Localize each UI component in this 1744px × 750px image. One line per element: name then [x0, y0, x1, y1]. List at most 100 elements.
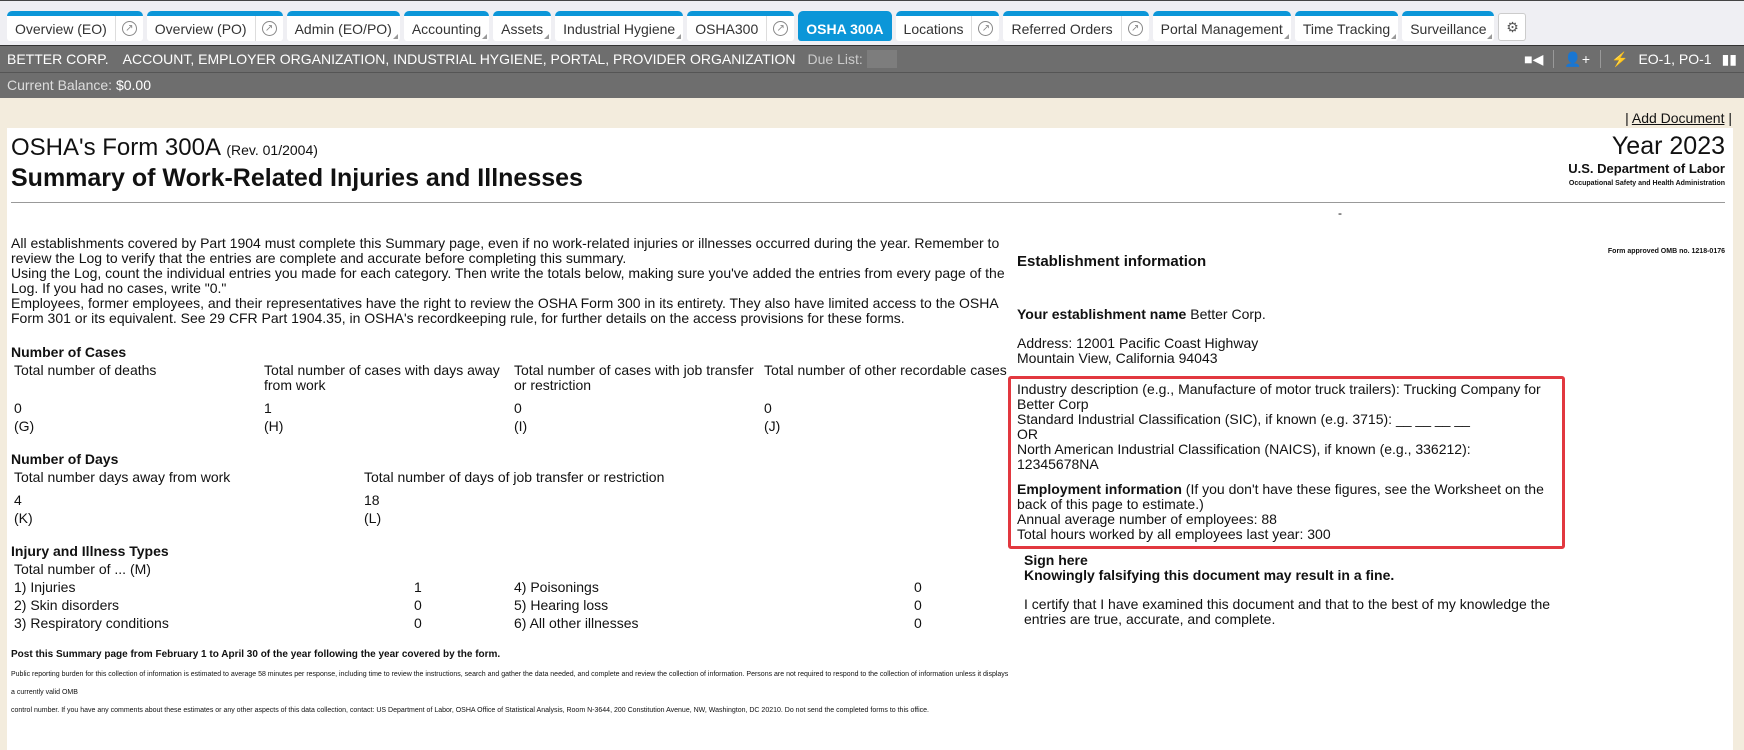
intro-text: Employees, former employees, and their r… — [11, 295, 998, 326]
open-external-icon[interactable]: ↗ — [114, 16, 143, 41]
highlighted-industry-employment-box: Industry description (e.g., Manufacture … — [1008, 376, 1565, 549]
account-bar: BETTER CORP. ACCOUNT, EMPLOYER ORGANIZAT… — [0, 45, 1744, 72]
address-line-1: Address: 12001 Pacific Coast Highway — [1017, 335, 1259, 351]
tab-label: Time Tracking — [1302, 20, 1391, 37]
tab-label: OSHA 300A — [806, 20, 884, 37]
tab-label: Referred Orders — [1011, 20, 1113, 37]
sign-warning: Knowingly falsifying this document may r… — [1024, 567, 1395, 583]
tab-assets[interactable]: Assets — [493, 11, 552, 41]
account-roles: ACCOUNT, EMPLOYER ORGANIZATION, INDUSTRI… — [122, 51, 796, 67]
summary-value: 0 — [514, 400, 522, 416]
add-document-link[interactable]: Add Document — [1631, 110, 1725, 126]
summary-code: (H) — [264, 418, 284, 434]
divider — [11, 202, 1725, 203]
tab-label: OSHA300 — [695, 20, 759, 37]
dropdown-indicator-icon — [544, 34, 550, 39]
tab-referred-orders[interactable]: Referred Orders ↗ — [1003, 11, 1149, 41]
establishment-name: Your establishment name Better Corp. — [1017, 306, 1266, 322]
omb-number: Form approved OMB no. 1218-0176 — [1607, 248, 1725, 255]
bar-chart-icon[interactable]: ▮▮ — [1721, 50, 1737, 67]
naics-code: North American Industrial Classification… — [1017, 441, 1471, 472]
address-line-2: Mountain View, California 94043 — [1017, 350, 1218, 366]
tab-locations[interactable]: Locations ↗ — [895, 11, 1000, 41]
tab-label: Portal Management — [1160, 20, 1283, 37]
add-user-icon[interactable]: 👤+ — [1564, 50, 1590, 67]
industry-description: Industry description (e.g., Manufacture … — [1017, 381, 1541, 412]
employment-info: Employment information (If you don't hav… — [1017, 481, 1544, 512]
due-list-label: Due List: — [807, 51, 863, 67]
open-external-icon[interactable]: ↗ — [254, 16, 283, 41]
company-name: BETTER CORP. — [7, 51, 109, 67]
dropdown-indicator-icon — [676, 34, 682, 39]
posting-notice: Post this Summary page from February 1 t… — [11, 649, 501, 660]
sic-code: Standard Industrial Classification (SIC)… — [1017, 411, 1470, 427]
summary-value: 1 — [264, 400, 272, 416]
summary-value: 0 — [14, 400, 22, 416]
tab-osha-300a[interactable]: OSHA 300A — [798, 11, 892, 41]
cases-title: Number of Cases — [11, 344, 127, 360]
sign-title: Sign here — [1024, 552, 1088, 568]
types-subtitle: Total number of ... (M) — [14, 561, 151, 577]
form-title: OSHA's Form 300A (Rev. 01/2004) — [11, 134, 318, 161]
summary-section: All establishments covered by Part 1904 … — [11, 236, 1011, 720]
summary-label: Total number of days of job transfer or … — [364, 469, 665, 485]
summary-label: Total number of cases with job transfer … — [514, 362, 754, 393]
type-label: 2) Skin disorders — [14, 597, 120, 613]
balance-label: Current Balance: — [7, 77, 113, 93]
agency: Occupational Safety and Health Administr… — [1568, 180, 1725, 187]
dash-mark: - — [1338, 206, 1342, 220]
tab-label: Locations — [903, 20, 964, 37]
dropdown-indicator-icon — [1487, 34, 1493, 39]
tab-label: Assets — [501, 20, 544, 37]
type-value: 0 — [414, 615, 422, 631]
tab-label: Admin (EO/PO) — [294, 20, 392, 37]
avg-employees: Annual average number of employees: 88 — [1017, 511, 1277, 527]
establishment-title: Establishment information — [1017, 253, 1207, 270]
dropdown-indicator-icon — [392, 34, 398, 39]
open-external-icon[interactable]: ↗ — [971, 16, 999, 41]
dropdown-indicator-icon — [1391, 34, 1397, 39]
tab-label: Overview (PO) — [154, 20, 247, 37]
summary-code: (L) — [364, 510, 382, 526]
tab-surveillance[interactable]: Surveillance — [1402, 11, 1495, 41]
total-hours: Total hours worked by all employees last… — [1017, 526, 1331, 542]
type-label: 5) Hearing loss — [514, 597, 609, 613]
tab-label: Surveillance — [1410, 20, 1487, 37]
tab-industrial-hygiene[interactable]: Industrial Hygiene — [555, 11, 684, 41]
type-label: 6) All other illnesses — [514, 615, 639, 631]
osha-form-page: OSHA's Form 300A (Rev. 01/2004) Summary … — [7, 128, 1733, 750]
dropdown-indicator-icon — [482, 34, 488, 39]
summary-label: Total number of deaths — [14, 362, 157, 378]
tab-label: Accounting — [411, 20, 482, 37]
form-subtitle: Summary of Work-Related Injuries and Ill… — [11, 164, 583, 192]
tab-portal-management[interactable]: Portal Management — [1152, 11, 1291, 41]
days-title: Number of Days — [11, 451, 119, 467]
tab-overview-po[interactable]: Overview (PO) ↗ — [146, 11, 283, 41]
tab-label: Industrial Hygiene — [563, 20, 676, 37]
tab-osha300[interactable]: OSHA300 ↗ — [687, 11, 795, 41]
balance-bar: Current Balance: $0.00 — [0, 72, 1744, 98]
video-icon[interactable]: ■◀ — [1524, 50, 1544, 67]
tab-bar: Overview (EO) ↗ Overview (PO) ↗ Admin (EO/PO… — [0, 0, 1744, 45]
due-list-value[interactable] — [866, 50, 897, 68]
form-year-block: Year 2023 U.S. Department of Labor Occup… — [1568, 132, 1725, 187]
type-value: 1 — [414, 579, 422, 595]
tab-overview-eo[interactable]: Overview (EO) ↗ — [7, 11, 143, 41]
summary-value: 4 — [14, 492, 22, 508]
open-external-icon[interactable]: ↗ — [766, 16, 794, 41]
balance-value: $0.00 — [115, 77, 151, 93]
lightning-icon[interactable]: ⚡ — [1611, 50, 1629, 67]
intro-text: All establishments covered by Part 1904 … — [11, 235, 1000, 266]
tab-admin-eo-po[interactable]: Admin (EO/PO) — [286, 11, 400, 41]
summary-code: (K) — [14, 510, 33, 526]
burden-notice: Public reporting burden for this collect… — [11, 671, 1009, 714]
type-label: 4) Poisonings — [514, 579, 599, 595]
department: U.S. Department of Labor — [1568, 161, 1725, 176]
summary-code: (J) — [764, 418, 781, 434]
summary-label: Total number of other recordable cases — [764, 362, 1007, 378]
settings-gear-icon[interactable]: ⚙ — [1498, 13, 1527, 41]
tab-time-tracking[interactable]: Time Tracking — [1294, 11, 1399, 41]
tab-label: Overview (EO) — [15, 20, 107, 37]
open-external-icon[interactable]: ↗ — [1120, 16, 1149, 41]
tab-accounting[interactable]: Accounting — [403, 11, 490, 41]
